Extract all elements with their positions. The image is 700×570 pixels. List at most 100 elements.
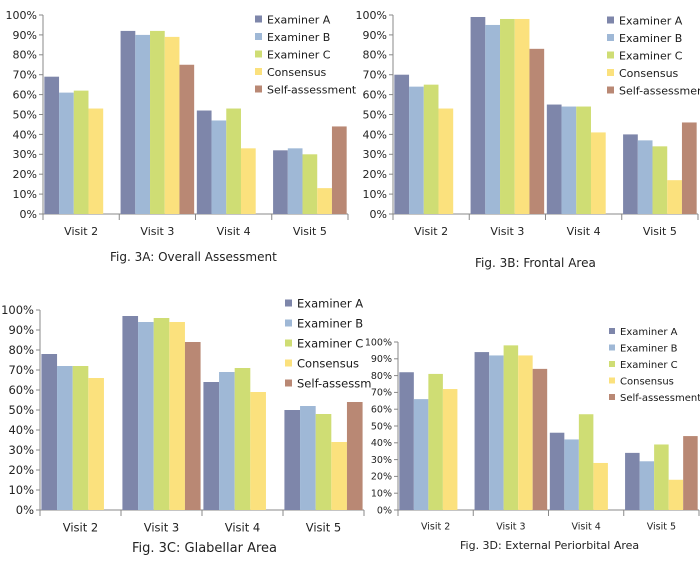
y-tick-label: 70% bbox=[8, 363, 34, 377]
y-tick-label: 100% bbox=[1, 303, 34, 317]
chart-3d: 0% 10% 20% 30% 40% 50% 60% 70% 80% 90% 100% Visit 2… bbox=[365, 327, 700, 533]
bar-examiner-a-visit-4 bbox=[196, 110, 212, 214]
legend-swatch bbox=[255, 33, 262, 40]
legend-swatch bbox=[609, 394, 615, 400]
legend-swatch bbox=[607, 16, 614, 24]
y-tick-label: 10% bbox=[8, 483, 34, 497]
legend-label: Examiner C bbox=[619, 50, 683, 63]
y-tick-label: 100% bbox=[365, 337, 392, 348]
bar-consensus-visit-4 bbox=[250, 392, 266, 510]
bar-examiner-c-visit-2 bbox=[423, 84, 439, 215]
bar-examiner-a-visit-2 bbox=[41, 354, 58, 510]
bar-consensus-visit-4 bbox=[590, 132, 606, 214]
legend-swatch bbox=[255, 68, 262, 75]
legend-swatch bbox=[609, 328, 615, 334]
bar-examiner-b-visit-2 bbox=[57, 366, 73, 510]
y-tick-label: 80% bbox=[371, 371, 392, 382]
legend-swatch bbox=[285, 299, 292, 307]
bar-examiner-a-visit-4 bbox=[549, 432, 565, 510]
bar-examiner-a-visit-3 bbox=[120, 30, 136, 215]
legend-swatch bbox=[609, 377, 615, 384]
x-category-label: Visit 5 bbox=[647, 522, 676, 533]
bar-examiner-a-visit-5 bbox=[625, 452, 640, 510]
legend-label: Self-assessment bbox=[620, 393, 700, 404]
y-tick-label: 70% bbox=[13, 69, 37, 82]
bar-examiner-b-visit-2 bbox=[59, 92, 74, 214]
bar-examiner-a-visit-3 bbox=[122, 316, 139, 510]
y-tick-label: 90% bbox=[13, 29, 37, 42]
legend-label: Self-assessment bbox=[619, 85, 700, 98]
legend-swatch bbox=[607, 34, 614, 41]
bar-consensus-visit-3 bbox=[169, 322, 185, 510]
bar-examiner-c-visit-3 bbox=[150, 30, 165, 215]
caption-3a: Fig. 3A: Overall Assessment bbox=[110, 250, 277, 264]
x-category-label: Visit 5 bbox=[293, 225, 327, 238]
y-tick-label: 30% bbox=[8, 443, 34, 457]
bar-examiner-a-visit-5 bbox=[623, 134, 638, 214]
legend-swatch bbox=[607, 51, 614, 59]
bar-examiner-a-visit-3 bbox=[474, 352, 490, 510]
chart-panel-3c: 0% 10% 20% 30% 40% 50% 60% 70% 80% 90% 100% Visit 2… bbox=[0, 290, 371, 570]
bar-consensus-visit-3 bbox=[164, 36, 180, 214]
legend-swatch bbox=[285, 319, 292, 327]
y-tick-label: 20% bbox=[371, 472, 392, 483]
legend-label: Self-assessment bbox=[267, 84, 357, 97]
chart-panel-3a: 0% 10% 20% 30% 40% 50% 60% 70% 80% 90% 100% Visit 2… bbox=[0, 0, 357, 285]
y-tick-label: 60% bbox=[8, 383, 34, 397]
bar-examiner-b-visit-4 bbox=[211, 120, 227, 214]
legend-label: Consensus bbox=[267, 66, 327, 79]
bar-consensus-visit-3 bbox=[514, 18, 530, 215]
bar-examiner-b-visit-3 bbox=[489, 355, 504, 510]
bar-examiner-b-visit-3 bbox=[138, 322, 154, 510]
legend-swatch bbox=[285, 359, 292, 367]
legend-label: Examiner B bbox=[267, 31, 330, 44]
chart-3b: 0% 10% 20% 30% 40% 50% 60% 70% 80% 90% 100% Visit 2… bbox=[356, 9, 700, 238]
bar-examiner-c-visit-5 bbox=[302, 154, 318, 214]
y-tick-label: 30% bbox=[13, 148, 37, 161]
chart-3a: 0% 10% 20% 30% 40% 50% 60% 70% 80% 90% 100% Visit 2… bbox=[6, 9, 357, 238]
legend-label: Examiner B bbox=[297, 317, 363, 331]
y-tick-label: 20% bbox=[8, 463, 34, 477]
y-tick-label: 80% bbox=[8, 343, 34, 357]
x-category-label: Visit 2 bbox=[63, 521, 98, 535]
legend-label: Self-assessm bbox=[297, 377, 371, 391]
legend-swatch bbox=[255, 15, 262, 23]
y-tick-label: 40% bbox=[363, 128, 387, 141]
x-category-label: Visit 5 bbox=[306, 521, 341, 535]
y-tick-label: 0% bbox=[370, 208, 387, 221]
bar-examiner-a-visit-4 bbox=[546, 104, 562, 214]
bar-examiner-c-visit-2 bbox=[73, 90, 89, 214]
bar-self-assessment-visit-3 bbox=[529, 48, 545, 214]
bar-self-assessment-visit-5 bbox=[683, 436, 698, 510]
bar-consensus-visit-2 bbox=[442, 389, 458, 510]
y-tick-label: 60% bbox=[13, 88, 37, 101]
y-tick-label: 100% bbox=[356, 9, 387, 22]
y-tick-label: 40% bbox=[8, 423, 34, 437]
bar-self-assessment-visit-3 bbox=[179, 64, 195, 214]
bar-consensus-visit-5 bbox=[317, 188, 332, 214]
y-tick-label: 20% bbox=[363, 168, 387, 181]
caption-3c: Fig. 3C: Glabellar Area bbox=[132, 541, 278, 556]
bar-examiner-a-visit-2 bbox=[399, 372, 414, 510]
bar-examiner-b-visit-5 bbox=[300, 406, 316, 510]
bar-examiner-b-visit-4 bbox=[561, 106, 577, 214]
legend-label: Examiner A bbox=[619, 15, 683, 28]
y-tick-label: 50% bbox=[8, 403, 34, 417]
bar-examiner-c-visit-2 bbox=[72, 366, 89, 510]
bar-consensus-visit-5 bbox=[668, 479, 684, 510]
bar-consensus-visit-3 bbox=[518, 355, 533, 510]
y-tick-label: 40% bbox=[371, 438, 392, 449]
legend-label: Examiner C bbox=[267, 49, 331, 62]
bar-consensus-visit-2 bbox=[88, 108, 104, 214]
caption-3d: Fig. 3D: External Periorbital Area bbox=[460, 539, 640, 552]
bar-examiner-c-visit-4 bbox=[226, 108, 241, 214]
bar-examiner-c-visit-5 bbox=[315, 414, 332, 510]
bar-self-assessment-visit-5 bbox=[681, 122, 697, 214]
bar-examiner-b-visit-5 bbox=[639, 461, 655, 510]
x-category-label: Visit 3 bbox=[140, 225, 174, 238]
x-category-label: Visit 2 bbox=[64, 225, 98, 238]
bar-consensus-visit-5 bbox=[667, 180, 682, 214]
x-category-label: Visit 4 bbox=[217, 225, 251, 238]
x-category-label: Visit 5 bbox=[643, 225, 677, 238]
bar-examiner-b-visit-5 bbox=[637, 140, 653, 214]
